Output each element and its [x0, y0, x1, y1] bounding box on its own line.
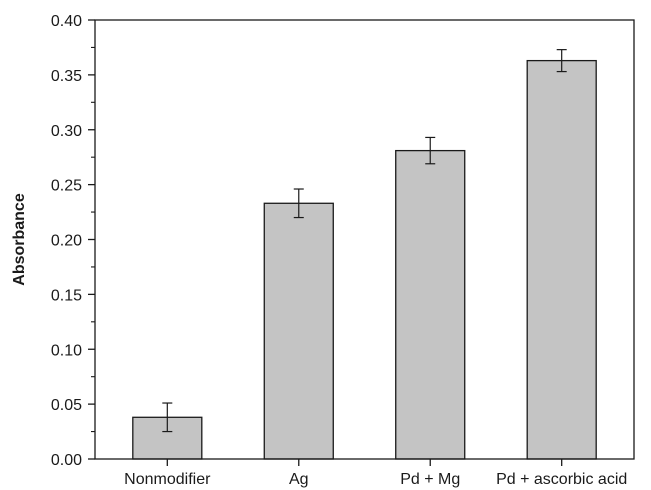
bar: [526, 59, 597, 460]
y-tick-label: 0.40: [51, 13, 82, 30]
y-tick-label: 0.00: [51, 452, 82, 469]
y-tick-label: 0.20: [51, 233, 82, 250]
y-tick-label: 0.25: [51, 178, 82, 195]
plot-frame: [94, 19, 635, 460]
y-tick-label: 0.35: [51, 68, 82, 85]
y-tick-label: 0.30: [51, 123, 82, 140]
error-bars-group: [162, 49, 567, 433]
y-tick-label: 0.05: [51, 397, 82, 414]
x-tick-label: Nonmodifier: [124, 471, 211, 488]
bar: [395, 149, 466, 460]
y-axis-title: Absorbance: [11, 193, 28, 286]
x-axis-ticks: Nonmodifier Ag Pd + Mg Pd + ascorbic acid: [124, 459, 627, 488]
y-tick-label: 0.15: [51, 287, 82, 304]
x-tick-label: Pd + ascorbic acid: [496, 471, 627, 488]
y-axis-ticks: 0.00 0.05 0.10 0.15 0.20 0.25 0.30 0.35 0.40: [51, 13, 95, 469]
x-tick-label: Pd + Mg: [400, 471, 460, 488]
bar: [263, 202, 334, 460]
x-tick-label: Ag: [289, 471, 309, 488]
y-tick-label: 0.10: [51, 342, 82, 359]
bars-group: [132, 59, 597, 460]
